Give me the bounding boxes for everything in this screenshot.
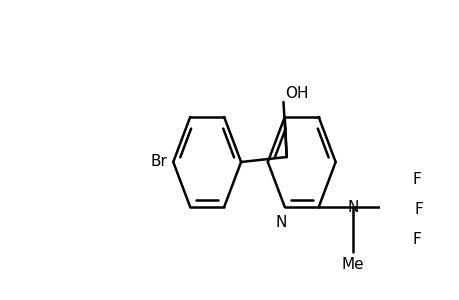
Text: Me: Me — [341, 256, 363, 272]
Text: N: N — [347, 200, 358, 214]
Text: F: F — [412, 232, 421, 247]
Text: N: N — [275, 214, 286, 230]
Text: OH: OH — [285, 85, 308, 100]
Text: Br: Br — [151, 154, 168, 169]
Text: F: F — [412, 172, 421, 187]
Text: F: F — [414, 202, 423, 217]
